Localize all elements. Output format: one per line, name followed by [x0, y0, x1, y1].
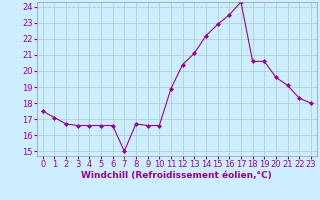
- X-axis label: Windchill (Refroidissement éolien,°C): Windchill (Refroidissement éolien,°C): [81, 171, 272, 180]
